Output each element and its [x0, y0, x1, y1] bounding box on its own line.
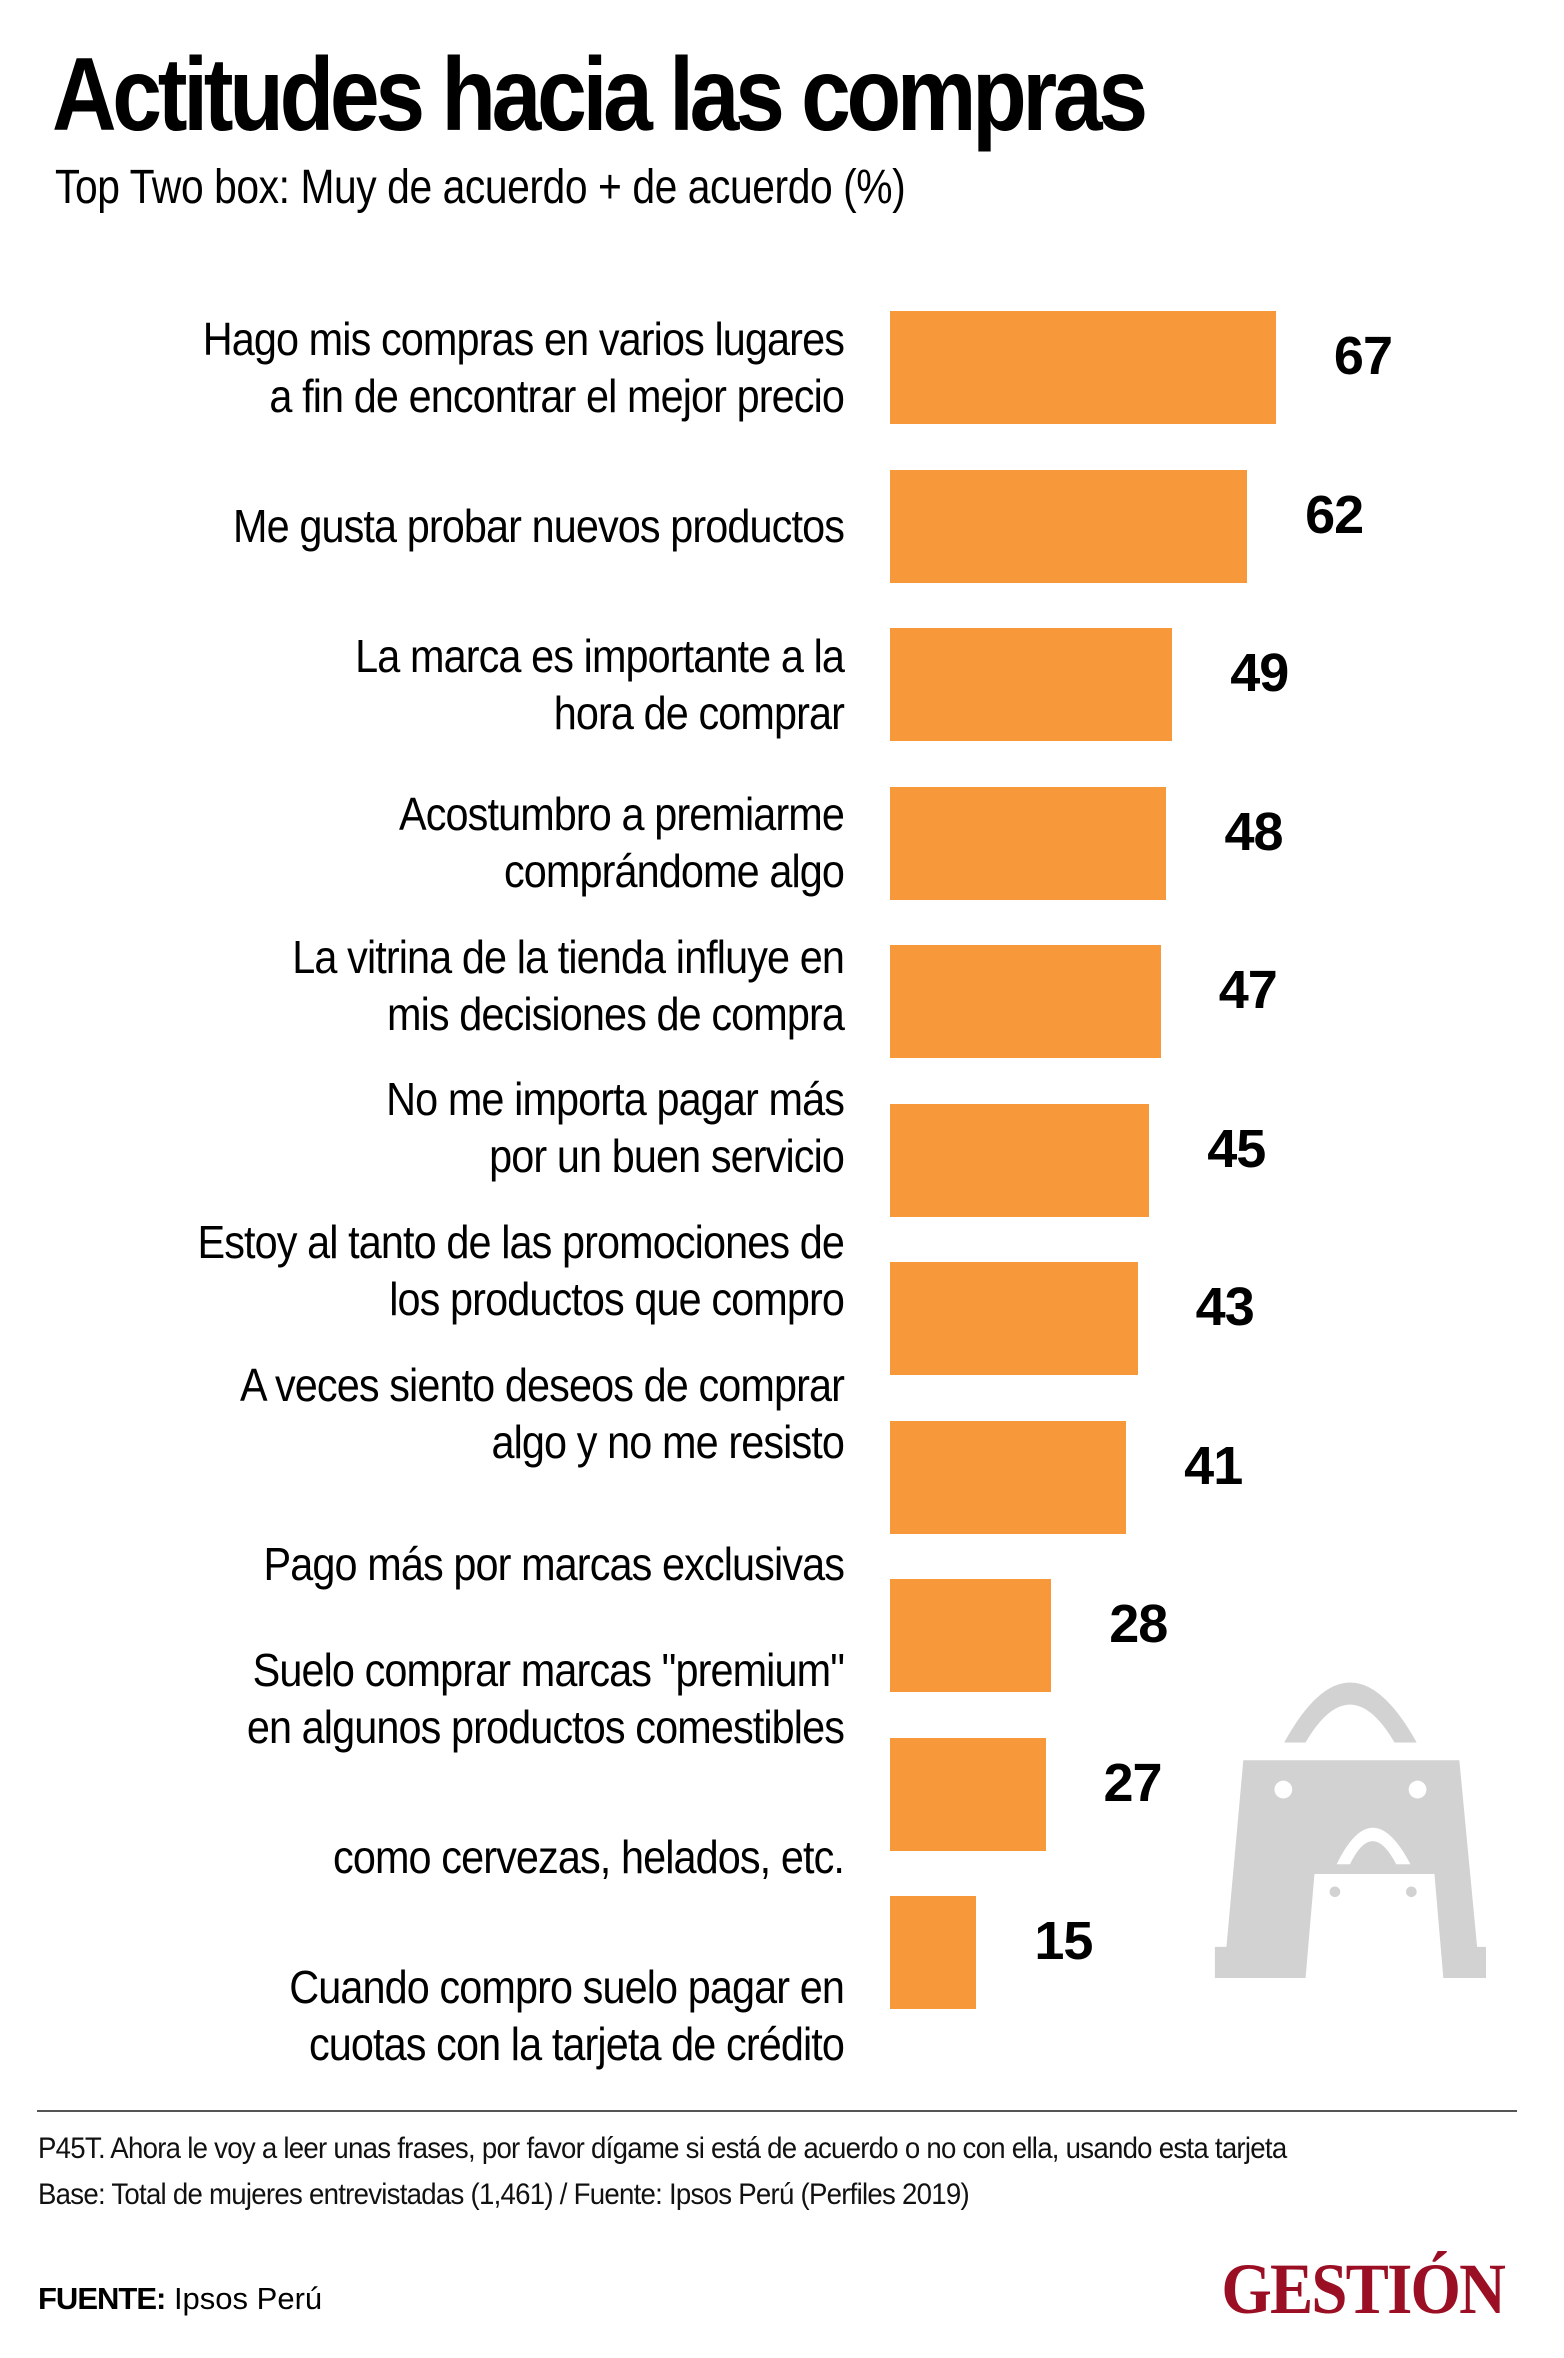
category-label-line: hora de comprar: [553, 686, 845, 739]
category-label: La vitrina de la tienda influye en mis de…: [34, 929, 845, 1043]
category-label: No me importa pagar más por un buen servi…: [34, 1071, 845, 1185]
category-label-line: Me gusta probar nuevos productos: [233, 499, 845, 552]
bar: [890, 628, 1173, 741]
value-label: 41: [1184, 1435, 1243, 1496]
gestion-logo: GESTIÓN: [1221, 2249, 1506, 2329]
value-label: 48: [1224, 801, 1283, 862]
source-line: FUENTE: Ipsos Perú: [38, 2281, 322, 2317]
value-label: 28: [1109, 1594, 1168, 1654]
bar: [890, 1896, 977, 2009]
category-label-line: Pago más por marcas exclusivas: [263, 1537, 845, 1590]
chart-title: Actitudes hacia las compras: [52, 37, 1148, 153]
category-label-line: Estoy al tanto de las promociones de: [197, 1215, 845, 1268]
category-label-line: mis decisiones de compra: [386, 987, 845, 1040]
category-label: como cervezas, helados, etc.: [34, 1829, 845, 1886]
bar: [890, 1737, 1046, 1851]
category-label: Suelo comprar marcas "premium" en algunos…: [34, 1642, 845, 1756]
category-label-line: por un buen servicio: [489, 1130, 845, 1183]
category-label: Pago más por marcas exclusivas: [34, 1536, 845, 1593]
category-label-line: A veces siento deseos de comprar: [239, 1358, 845, 1411]
shopping-bag-sad-icon: [1214, 1682, 1486, 1978]
bar: [890, 1103, 1150, 1217]
value-label: 49: [1230, 643, 1289, 703]
category-label: Hago mis compras en varios lugares a fin …: [34, 311, 845, 425]
category-label: Me gusta probar nuevos productos: [34, 498, 845, 555]
category-label: Cuando compro suelo pagar en cuotas con l…: [34, 1959, 845, 2073]
category-label-line: cuotas con la tarjeta de crédito: [308, 2017, 845, 2070]
bar: [890, 1579, 1052, 1692]
footer-divider: [37, 2110, 1517, 2112]
bar: [890, 1420, 1127, 1534]
value-label: 15: [1034, 1911, 1093, 1971]
bar-chart: 67 62 49 48 47 45 43 41 28 27 15 Hago mis compras e…: [0, 280, 1564, 2070]
category-label-line: Hago mis compras en varios lugares: [202, 312, 845, 365]
bar: [890, 469, 1248, 583]
category-label-line: La marca es importante a la: [355, 629, 845, 682]
value-label: 67: [1333, 326, 1393, 386]
chart-subtitle: Top Two box: Muy de acuerdo + de acuerdo…: [55, 161, 906, 214]
category-label-line: en algunos productos comestibles: [246, 1700, 845, 1753]
category-label-line: comprándome algo: [503, 845, 845, 897]
category-label: Acostumbro a premiarme comprándome algo: [34, 786, 845, 900]
source-value: Ipsos Perú: [165, 2281, 323, 2316]
category-label: Estoy al tanto de las promociones de los …: [34, 1214, 845, 1328]
category-label-line: Acostumbro a premiarme: [399, 788, 845, 840]
bar: [890, 311, 1276, 424]
value-label: 62: [1305, 484, 1364, 545]
value-label: 27: [1103, 1752, 1163, 1813]
base-note: Base: Total de mujeres entrevistadas (1,…: [38, 2178, 970, 2211]
category-label-line: a fin de encontrar el mejor precio: [269, 369, 845, 422]
value-label: 47: [1218, 960, 1278, 1020]
value-label: 43: [1195, 1277, 1255, 1337]
source-label: FUENTE:: [38, 2281, 166, 2316]
category-label-line: algo y no me resisto: [491, 1415, 845, 1468]
category-label-line: Suelo comprar marcas "premium": [252, 1643, 845, 1696]
category-label: A veces siento deseos de comprar algo y n…: [34, 1357, 845, 1471]
category-label-line: La vitrina de la tienda influye en: [292, 930, 845, 983]
bar: [890, 786, 1167, 900]
category-label-line: como cervezas, helados, etc.: [333, 1830, 845, 1883]
category-label-line: No me importa pagar más: [386, 1073, 845, 1126]
bar: [890, 945, 1161, 1058]
value-label: 45: [1207, 1118, 1266, 1179]
category-label-line: los productos que compro: [389, 1272, 845, 1325]
category-label-line: Cuando compro suelo pagar en: [289, 1960, 845, 2013]
category-label: La marca es importante a la hora de compr…: [34, 628, 845, 742]
bar: [890, 1262, 1138, 1375]
question-note: P45T. Ahora le voy a leer unas frases, p…: [38, 2132, 1287, 2165]
